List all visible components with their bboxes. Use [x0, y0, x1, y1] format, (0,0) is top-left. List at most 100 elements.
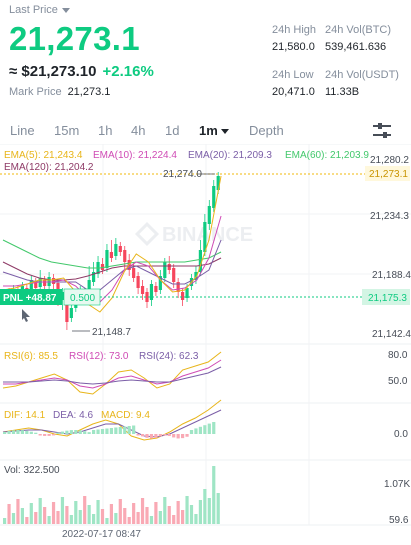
- tab-depth[interactable]: Depth: [249, 123, 284, 138]
- position-qty: 0.500: [70, 293, 95, 304]
- volume-bar: [181, 510, 185, 524]
- volume-bar: [158, 511, 162, 524]
- price-change: +2.16%: [102, 63, 154, 80]
- candle-body: [194, 272, 198, 280]
- volume-bar: [11, 513, 16, 524]
- volume-bar: [96, 500, 100, 524]
- macd-legend: MACD: 9.4: [101, 410, 150, 421]
- candle-body: [172, 268, 176, 282]
- macd-bar: [185, 434, 189, 437]
- rsi24-line: [3, 366, 222, 385]
- candle-body: [163, 262, 167, 278]
- mark-price-line: Mark Price 21,273.1: [9, 86, 110, 98]
- mark-price-value: 21,273.1: [67, 86, 111, 98]
- volume-bar: [74, 501, 78, 524]
- macd-bar: [167, 434, 171, 437]
- volume-bar: [3, 518, 7, 524]
- volume-bar: [78, 510, 82, 524]
- volume-bar: [100, 509, 105, 524]
- settings-sliders-icon[interactable]: [370, 120, 394, 142]
- volume-bar: [198, 500, 202, 524]
- macd-bar: [154, 434, 158, 438]
- tab-1d[interactable]: 1d: [165, 123, 180, 138]
- macd-bar: [176, 434, 180, 439]
- pnl-tag[interactable]: PNL +48.87: [0, 289, 62, 305]
- volume-bar: [132, 503, 136, 524]
- tab-line[interactable]: Line: [10, 123, 35, 138]
- position-qty-bg: [63, 288, 101, 306]
- macd-bar: [203, 425, 207, 434]
- ema10-line: [3, 215, 222, 303]
- volume-bar: [34, 512, 38, 524]
- candle-body: [43, 280, 47, 286]
- candle-body: [207, 206, 211, 224]
- volume-bar: [154, 502, 158, 524]
- volume-bar: [194, 514, 198, 524]
- macd-bar: [149, 434, 154, 439]
- candle-body: [176, 282, 180, 292]
- rsi-axis-80: 80.0: [388, 350, 408, 361]
- volume-legend: Vol: 322.500: [4, 465, 60, 476]
- volume-bar: [69, 515, 73, 524]
- volume-bar: [216, 493, 220, 524]
- macd-bar: [69, 430, 73, 434]
- candle-body: [154, 286, 158, 292]
- price-axis-3: 21,188.4: [372, 270, 411, 281]
- volume-bars: [3, 466, 220, 524]
- mark-price-label: Mark Price: [9, 86, 62, 98]
- ema60-line: [2, 239, 222, 269]
- ema20-legend: EMA(20): 21,209.3: [188, 150, 272, 161]
- dea-legend: DEA: 4.6: [53, 410, 93, 421]
- tab-15m[interactable]: 15m: [54, 123, 80, 138]
- candle-body: [69, 308, 73, 318]
- volume-bar: [185, 496, 189, 524]
- arrow-cursor-icon: [22, 309, 30, 322]
- tab-1h[interactable]: 1h: [98, 123, 113, 138]
- volume-bar: [87, 505, 91, 524]
- macd-bar: [105, 428, 109, 434]
- vol-axis-min: 59.6: [389, 515, 409, 526]
- candle-body: [109, 252, 113, 258]
- rsi12-line: [3, 359, 222, 389]
- last-price-selector[interactable]: Last Price: [9, 4, 70, 16]
- macd-bar: [20, 430, 24, 434]
- candle-body: [185, 288, 189, 298]
- last-price-value: 21,273.1: [9, 20, 140, 57]
- macd-bar: [3, 432, 7, 434]
- price-axis-4: 21,142.4: [372, 329, 411, 340]
- position-price-tag-bg: [362, 289, 410, 305]
- macd-bar: [189, 430, 194, 434]
- volume-bar: [118, 499, 122, 524]
- macd-bar: [34, 432, 38, 434]
- vol-usdt-label: 24h Vol(USDT): [325, 69, 399, 81]
- macd-bar: [7, 431, 11, 434]
- macd-bar: [194, 428, 198, 434]
- volume-bar: [207, 498, 211, 524]
- time-axis-label: 2022-07-17 08:47: [62, 529, 141, 540]
- volume-bar: [38, 498, 42, 524]
- macd-bar: [11, 430, 16, 434]
- tab-1m[interactable]: 1m: [199, 123, 229, 138]
- volume-bar: [60, 497, 65, 524]
- volume-bar: [7, 504, 11, 524]
- macd-bar: [74, 430, 78, 434]
- kline-chart[interactable]: BINANCE EMA(5): 21,243.4 EMA(10): 21,224…: [0, 144, 411, 545]
- usd-value: ≈ $21,273.10: [9, 63, 97, 80]
- candle-body: [105, 250, 109, 268]
- tab-4h[interactable]: 4h: [131, 123, 146, 138]
- vol-usdt-value: 11.33B: [325, 86, 360, 98]
- candle-body: [136, 276, 140, 288]
- volume-bar: [189, 505, 194, 524]
- volume-bar: [149, 516, 154, 524]
- dea-line: [2, 409, 222, 438]
- rsi12-legend: RSI(12): 73.0: [69, 351, 129, 362]
- volume-bar: [25, 517, 29, 524]
- rsi6-line: [2, 351, 222, 395]
- price-axis-1: 21,280.2: [370, 155, 409, 166]
- macd-bar: [60, 431, 65, 434]
- macd-bar: [100, 429, 105, 434]
- macd-bar: [87, 432, 91, 434]
- watermark-text: BINANCE: [162, 224, 253, 246]
- candle-body: [34, 282, 38, 288]
- volume-bar: [127, 517, 131, 524]
